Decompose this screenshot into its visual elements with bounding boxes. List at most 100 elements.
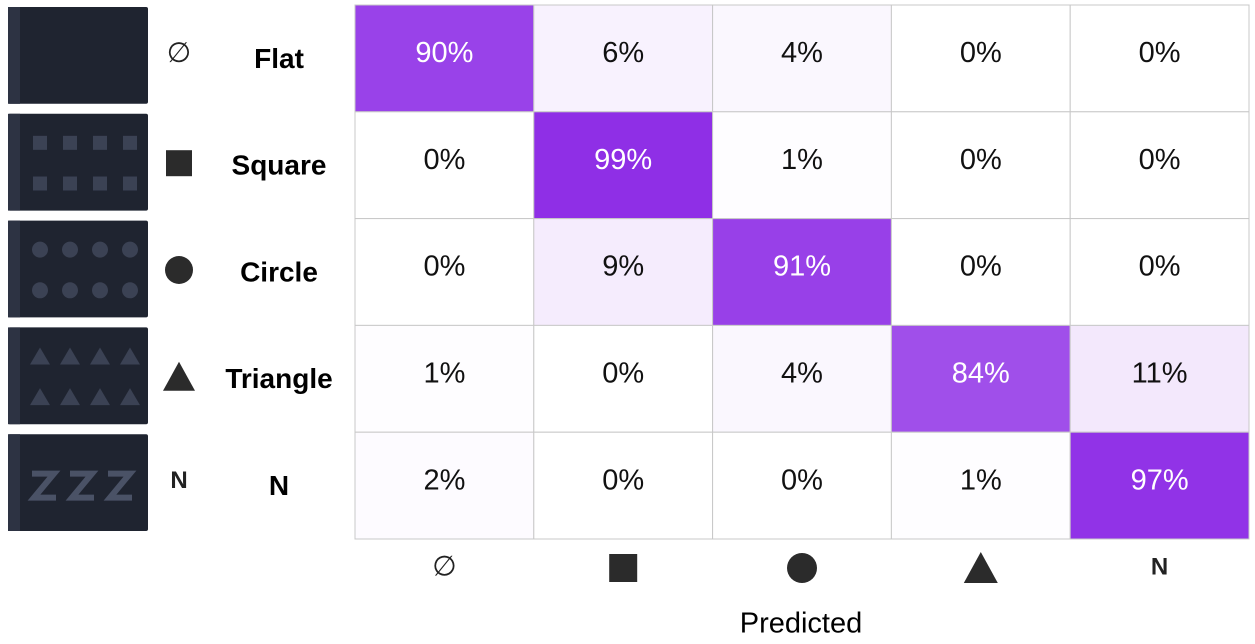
sample-relief [33, 176, 47, 191]
heatmap-cell [712, 111, 892, 220]
cell-label: 1% [423, 357, 465, 389]
sample-relief [93, 135, 107, 150]
heatmap-cell [890, 4, 1071, 113]
sample-photo [8, 434, 148, 531]
cell-label: 9% [602, 251, 644, 283]
heatmap-cell [1069, 324, 1250, 433]
row-label: Circle [240, 256, 318, 287]
heatmap-cell [533, 4, 714, 113]
cell-label: 0% [423, 144, 465, 176]
heatmap-cell [1069, 111, 1250, 220]
sample-relief [32, 282, 48, 299]
sample-relief [123, 176, 137, 191]
heatmap-cell [890, 218, 1071, 326]
cell-label: 1% [960, 464, 1002, 496]
column-marker-icon [609, 554, 638, 582]
cell-label: 11% [1132, 357, 1188, 389]
cell-label: 2% [423, 464, 465, 496]
heatmap-cell [533, 324, 714, 433]
sample-relief [63, 176, 77, 191]
cell-label: 4% [781, 37, 823, 69]
cell-label: 0% [602, 357, 644, 389]
sample-photo [8, 113, 148, 211]
sample-relief [63, 135, 77, 150]
sample-relief [62, 241, 78, 258]
sample-photo-edge [8, 7, 20, 104]
cell-label: 0% [1139, 251, 1181, 283]
sample-relief [103, 470, 137, 501]
heatmap-cell [354, 111, 535, 220]
column-marker-icon [787, 553, 817, 583]
heatmap-cell [712, 431, 892, 540]
row-label: Triangle [225, 363, 332, 394]
cell-label: 90% [415, 37, 473, 69]
heatmap-cell [1069, 218, 1250, 326]
cell-label: 0% [781, 464, 823, 496]
sample-relief [60, 347, 80, 365]
sample-photo-edge [8, 434, 20, 531]
cell-label: 84% [952, 357, 1010, 389]
x-axis-label: Predicted [740, 608, 863, 640]
sample-relief [122, 282, 138, 299]
heatmap-cell [354, 431, 535, 540]
column-marker: N [1151, 553, 1168, 580]
sample-relief [92, 241, 108, 258]
heatmap-cell [533, 218, 714, 326]
cell-label: 0% [960, 251, 1002, 283]
sample-relief [60, 388, 80, 406]
sample-relief [27, 470, 61, 501]
sample-relief [92, 282, 108, 299]
cell-label: 99% [594, 144, 652, 176]
heatmap-cell [354, 4, 535, 113]
sample-relief [120, 388, 140, 406]
sample-relief [30, 388, 50, 406]
sample-photo [8, 7, 148, 104]
cell-label: 0% [960, 144, 1002, 176]
sample-relief [30, 347, 50, 365]
cell-label: 0% [1139, 37, 1181, 69]
sample-relief [65, 470, 99, 501]
heatmap-cell [1069, 431, 1250, 540]
sample-photo-edge [8, 220, 20, 318]
sample-relief [93, 176, 107, 191]
sample-photo-edge [8, 113, 20, 211]
cell-label: 0% [960, 37, 1002, 69]
sample-relief [122, 241, 138, 258]
sample-photo [8, 220, 148, 318]
sample-relief [90, 388, 110, 406]
sample-photo-edge [8, 327, 20, 425]
sample-relief [120, 347, 140, 365]
row-label: N [269, 470, 289, 501]
sample-relief [123, 135, 137, 150]
row-label: Flat [254, 43, 304, 74]
cell-label: 4% [781, 357, 823, 389]
heatmap-cell [1069, 4, 1250, 113]
cell-label: 0% [1139, 144, 1181, 176]
heatmap-cell [712, 324, 892, 433]
heatmap-cell [712, 218, 892, 326]
sample-relief [62, 282, 78, 299]
sample-photo [8, 327, 148, 425]
cell-label: 1% [781, 144, 823, 176]
row-marker-icon [163, 361, 195, 391]
sample-relief [90, 347, 110, 365]
sample-relief [33, 135, 47, 150]
row-marker: N [170, 467, 187, 494]
column-marker: ∅ [432, 550, 456, 581]
cell-label: 97% [1131, 464, 1189, 496]
heatmap-cell [533, 431, 714, 540]
row-marker-icon [165, 256, 193, 284]
cell-label: 0% [423, 251, 465, 283]
cell-label: 91% [773, 251, 831, 283]
row-marker-icon [166, 150, 192, 177]
cell-label: 0% [602, 464, 644, 496]
heatmap-cell [712, 4, 892, 113]
heatmap-cell [354, 324, 535, 433]
row-label: Square [232, 150, 327, 181]
column-marker-icon [963, 552, 998, 583]
heatmap-cell [890, 324, 1071, 433]
sample-relief [32, 241, 48, 258]
cell-label: 6% [602, 37, 644, 69]
row-marker: ∅ [167, 37, 191, 68]
